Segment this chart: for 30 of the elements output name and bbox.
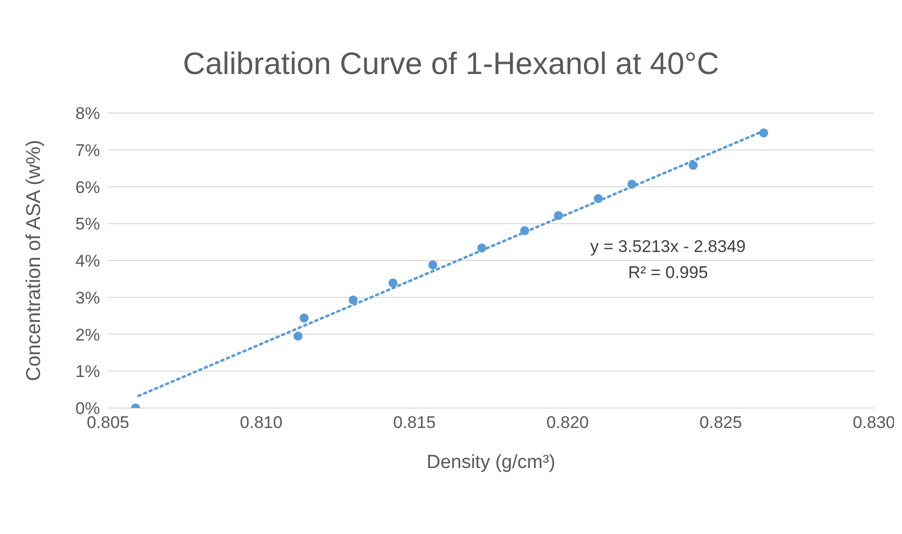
chart-title: Calibration Curve of 1-Hexanol at 40°C <box>182 46 720 82</box>
point <box>428 260 438 270</box>
annotation: R² = 0.995 <box>627 262 709 284</box>
x-tick-label: 0.805 <box>86 413 130 432</box>
point <box>348 295 358 304</box>
y-tick-label: 1% <box>75 362 100 382</box>
point <box>688 160 698 170</box>
x-axis-title: Density (g/cm³) <box>426 452 556 473</box>
x-tick-label: 0.820 <box>546 413 589 432</box>
point <box>388 278 398 288</box>
point <box>759 128 768 138</box>
x-tick-label: 0.815 <box>393 413 436 432</box>
y-tick-label: 7% <box>75 140 100 160</box>
x-tick-label: 0.825 <box>700 413 742 432</box>
y-tick-label: 3% <box>75 288 100 308</box>
point <box>554 211 563 220</box>
y-tick-label: 8% <box>75 104 100 124</box>
point <box>293 332 302 341</box>
annotation: y = 3.5213x - 2.8349 <box>589 236 747 258</box>
point <box>520 226 530 236</box>
y-tick-label: 5% <box>75 214 100 234</box>
point <box>477 243 486 252</box>
point <box>594 194 603 204</box>
y-tick-label: 6% <box>75 178 100 197</box>
x-tick-label: 0.810 <box>240 413 282 432</box>
y-axis-title: Concentration of ASA (w%) <box>23 140 46 382</box>
y-tick-label: 4% <box>75 252 100 271</box>
y-tick-label: 2% <box>75 325 100 344</box>
point <box>627 180 636 189</box>
point <box>300 314 309 323</box>
